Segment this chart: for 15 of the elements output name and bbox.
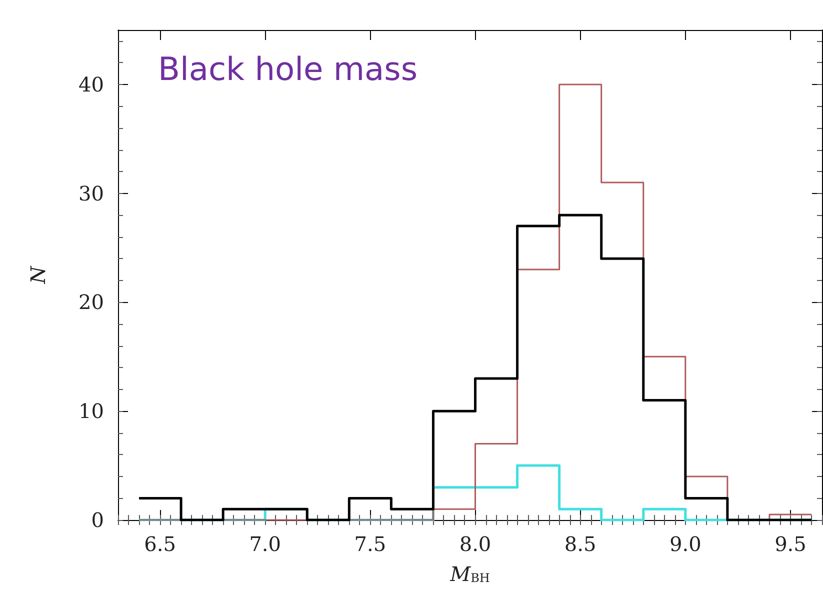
y-axis-title: N [26,264,50,285]
x-tick-label: 6.5 [144,532,176,556]
y-tick-label: 40 [78,72,104,96]
y-tick-label: 20 [78,290,104,314]
x-tick-label: 7.0 [249,532,282,556]
y-tick-label: 30 [78,181,104,206]
x-tick-label: 8.5 [564,532,596,556]
x-tick-label: 9.0 [669,532,702,556]
x-tick-label: 7.5 [354,532,386,556]
text: Black hole mass [158,50,418,88]
y-tick-label: 0 [91,508,104,532]
y-tick-label: 10 [78,399,104,424]
x-tick-label: 8.0 [459,532,492,556]
x-tick-label: 9.5 [774,532,806,556]
x-axis-title: MBH [449,562,490,586]
